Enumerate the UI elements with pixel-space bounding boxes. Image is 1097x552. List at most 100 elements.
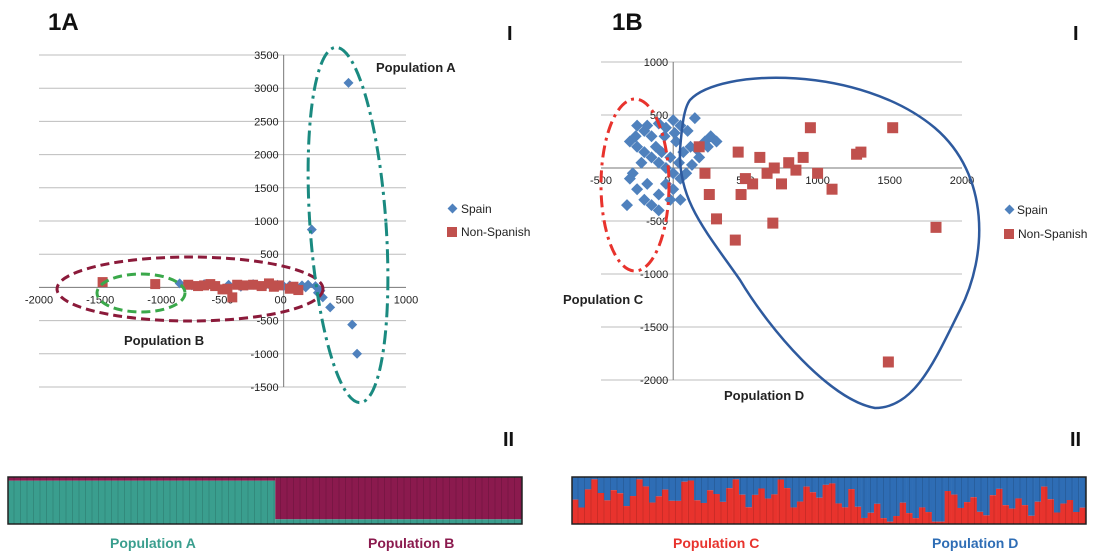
structure-segment-pop-d <box>957 477 965 508</box>
structure-segment-pop-d <box>944 477 952 492</box>
structure-segment-pop-d <box>796 477 804 502</box>
structure-segment-pop-d <box>867 477 875 513</box>
data-point-non-spanish <box>851 148 863 160</box>
structure-segment-pop-c <box>976 511 984 524</box>
data-point-spain <box>347 319 358 330</box>
data-point-spain <box>667 114 680 127</box>
structure-segment-pop-c <box>597 492 605 524</box>
y-tick-label: 2500 <box>254 116 278 128</box>
structure-segment-pop-c <box>745 507 753 524</box>
structure-segment-pop-c <box>616 493 624 524</box>
data-point-spain <box>652 156 665 169</box>
y-tick-label: 500 <box>260 249 278 261</box>
data-point-spain <box>645 199 658 212</box>
structure-segment-pop-d <box>989 477 997 496</box>
data-point-non-spanish <box>797 151 809 163</box>
data-point-spain <box>681 124 694 137</box>
structure-segment-pop-d <box>803 477 811 487</box>
x-tick-label: -1500 <box>86 294 114 306</box>
structure-segment-pop-c <box>584 489 592 524</box>
data-point-non-spanish <box>882 356 894 368</box>
data-point-non-spanish <box>256 281 267 292</box>
structure-segment-pop-d <box>668 477 676 501</box>
structure-segment-pop-d <box>642 477 650 487</box>
structure-segment-pop-c <box>809 492 817 524</box>
structure-segment-pop-a <box>8 480 276 524</box>
bar-label-population-d: Population D <box>932 535 1018 551</box>
population-d-outline <box>678 76 981 410</box>
legend-label-spain: Spain <box>461 202 492 216</box>
structure-segment-pop-d <box>1047 477 1055 500</box>
structure-segment-pop-c <box>996 488 1003 524</box>
data-point-spain <box>352 348 363 359</box>
x-tick-label: 0 <box>281 294 287 306</box>
structure-segment-pop-c <box>694 500 701 524</box>
structure-segment-pop-d <box>649 477 656 503</box>
structure-bar-right <box>571 476 1087 525</box>
x-tick-label: 1500 <box>878 175 902 187</box>
structure-segment-pop-c <box>873 503 881 524</box>
data-point-spain <box>638 193 651 206</box>
data-point-non-spanish <box>930 221 942 233</box>
structure-segment-pop-d <box>1053 477 1061 513</box>
annotation-population-c: Population C <box>563 292 644 307</box>
structure-segment-pop-d <box>726 477 733 489</box>
structure-segment-pop-c <box>1060 503 1068 524</box>
structure-segment-pop-d <box>687 477 695 481</box>
data-point-non-spanish <box>761 167 773 179</box>
annotation-population-a: Population A <box>376 60 456 75</box>
structure-segment-pop-c <box>739 494 746 524</box>
structure-segment-pop-c <box>604 500 611 524</box>
structure-segment-pop-d <box>681 477 688 482</box>
structure-segment-pop-d <box>912 477 920 519</box>
structure-segment-pop-d <box>578 477 586 508</box>
structure-segment-pop-c <box>668 500 676 524</box>
structure-segment-pop-c <box>970 497 978 524</box>
structure-segment-pop-d <box>835 477 843 504</box>
structure-segment-pop-c <box>886 521 894 524</box>
section-label-1a-top: I <box>507 23 513 45</box>
structure-segment-pop-d <box>790 477 798 508</box>
data-point-non-spanish <box>227 292 238 303</box>
panel-label-1b: 1B <box>612 9 643 36</box>
structure-segment-pop-c <box>796 501 804 524</box>
structure-segment-pop-c <box>1053 512 1061 524</box>
panel-label-1a: 1A <box>48 9 79 36</box>
structure-segment-pop-d <box>719 477 727 502</box>
data-point-non-spanish <box>238 280 249 291</box>
structure-segment-pop-d <box>706 477 714 491</box>
structure-segment-pop-c <box>706 490 714 524</box>
data-point-non-spanish <box>768 162 780 174</box>
structure-segment-pop-c <box>591 479 598 524</box>
legend-label-non-spanish: Non-Spanish <box>1018 227 1087 241</box>
legend-marker-non-spanish <box>1004 229 1014 239</box>
data-point-non-spanish <box>732 146 744 158</box>
y-tick-label: 1500 <box>254 183 278 195</box>
structure-segment-pop-d <box>873 477 881 504</box>
data-point-spain <box>658 130 671 143</box>
structure-segment-pop-c <box>726 488 733 524</box>
data-point-non-spanish <box>804 122 816 134</box>
structure-segment-pop-d <box>713 477 721 495</box>
data-point-spain <box>635 156 648 169</box>
structure-segment-pop-d <box>771 477 778 495</box>
structure-segment-pop-c <box>957 507 965 524</box>
structure-segment-pop-c <box>1073 511 1080 524</box>
structure-segment-pop-c <box>1021 505 1029 524</box>
legend-marker-spain <box>1004 204 1015 215</box>
data-point-spain <box>641 119 654 132</box>
y-tick-label: -1500 <box>251 382 279 394</box>
structure-segment-pop-c <box>906 513 913 524</box>
structure-segment-pop-c <box>861 517 868 524</box>
structure-segment-pop-d <box>655 477 663 497</box>
structure-segment-pop-c <box>629 496 637 524</box>
structure-segment-pop-c <box>963 502 971 524</box>
structure-segment-pop-c <box>732 479 740 524</box>
structure-segment-pop-c <box>848 489 855 524</box>
structure-segment-pop-c <box>816 497 823 524</box>
legend-marker-spain <box>447 203 458 214</box>
structure-segment-pop-c <box>841 507 849 524</box>
structure-segment-pop-c <box>1034 501 1042 524</box>
structure-segment-pop-d <box>829 477 836 484</box>
structure-segment-pop-c <box>989 495 997 524</box>
